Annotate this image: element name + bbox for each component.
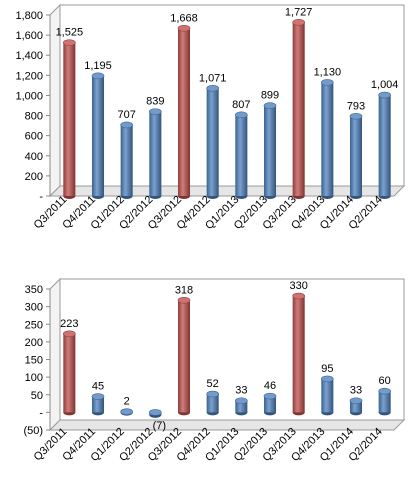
- rev-ytick-label-4: 800: [25, 111, 43, 123]
- rev-ytick-label-7: 1,400: [15, 50, 43, 62]
- profit-ytick-label-7: 300: [25, 302, 43, 314]
- rev-bar-8: [292, 19, 305, 199]
- rev-ytick-label-6: 1,200: [15, 70, 43, 82]
- rev-data-label-2: 707: [117, 109, 135, 121]
- profit-bar-8: [292, 292, 305, 416]
- profit-data-labels: 223 45 2 (7) 318 52 33 46 330 95 33 60: [60, 280, 391, 432]
- profit-data-label-5: 52: [207, 378, 219, 390]
- profit-bar-6: [235, 397, 248, 416]
- rev-data-labels: 1,525 1,195 707 839 1,668 1,071 807 899 1,727 1,1…: [56, 6, 399, 121]
- profit-bar-1: [91, 393, 105, 416]
- profit-ytick-label-6: 250: [25, 319, 43, 331]
- rev-data-label-9: 1,130: [314, 66, 342, 78]
- revenue-chart: - 200 400 600 800 1,000 1,200 1,400 1,600 1,800 1,…: [15, 3, 406, 232]
- profit-data-label-3: (7): [153, 420, 166, 432]
- rev-bar-9: [321, 79, 334, 199]
- rev-ytick-label-0: -: [39, 191, 43, 203]
- rev-data-label-11: 1,004: [371, 79, 399, 91]
- profit-ytick-label-4: 150: [25, 355, 43, 367]
- profit-data-label-0: 223: [60, 318, 78, 330]
- profit-y-axis: (50) - 50 100 150 200 250 300 350: [23, 284, 50, 437]
- revenue-chart-svg: - 200 400 600 800 1,000 1,200 1,400 1,600 1,800 1,…: [15, 3, 406, 232]
- rev-bars: [63, 19, 391, 199]
- rev-data-label-10: 793: [347, 100, 365, 112]
- profit-plot-walls: [48, 277, 406, 432]
- profit-ytick-label-3: 100: [25, 372, 43, 384]
- rev-ytick-label-9: 1,800: [15, 10, 43, 22]
- rev-bar-10: [349, 112, 363, 199]
- profit-data-label-8: 330: [289, 280, 307, 292]
- profit-ytick-label-8: 350: [25, 284, 43, 296]
- rev-data-label-4: 1,668: [170, 12, 198, 24]
- rev-bar-11: [378, 91, 391, 199]
- rev-bar-6: [235, 111, 248, 199]
- profit-data-label-1: 45: [92, 381, 104, 393]
- profit-data-label-11: 60: [379, 375, 391, 387]
- rev-bar-7: [263, 102, 277, 199]
- rev-x-axis: Q3/2011Q4/2011Q1/2012Q2/2012Q3/2012Q4/20…: [32, 194, 385, 232]
- profit-data-label-4: 318: [175, 284, 193, 296]
- rev-data-label-8: 1,727: [285, 6, 313, 18]
- rev-bar-3: [149, 108, 162, 199]
- profit-data-label-9: 95: [321, 363, 333, 375]
- profit-ytick-label-2: 50: [31, 390, 43, 402]
- profit-bar-0: [63, 330, 76, 416]
- rev-plot-walls: [48, 3, 406, 198]
- profit-data-label-6: 33: [235, 385, 247, 397]
- profit-bar-2: [120, 408, 133, 416]
- profit-x-axis: Q3/2011Q4/2011Q1/2012Q2/2012Q3/2012Q4/20…: [32, 426, 385, 464]
- rev-data-label-6: 807: [232, 99, 250, 111]
- profit-bar-3: [149, 409, 162, 418]
- profit-data-label-10: 33: [350, 385, 362, 397]
- rev-ytick-label-5: 1,000: [15, 90, 43, 102]
- rev-data-label-0: 1,525: [56, 27, 84, 39]
- rev-y-axis: - 200 400 600 800 1,000 1,200 1,400 1,600 1,800: [15, 10, 50, 203]
- profit-bar-7: [263, 392, 277, 416]
- profit-ytick-label-0: (50): [23, 425, 43, 437]
- rev-data-label-1: 1,195: [84, 60, 112, 72]
- rev-ytick-label-2: 400: [25, 151, 43, 163]
- rev-ytick-label-1: 200: [25, 171, 43, 183]
- rev-bar-1: [91, 72, 105, 199]
- profit-data-label-2: 2: [124, 396, 130, 408]
- profit-data-label-7: 46: [264, 380, 276, 392]
- profit-bar-5: [206, 390, 219, 416]
- rev-data-label-5: 1,071: [199, 72, 227, 84]
- rev-data-label-7: 899: [261, 90, 279, 102]
- profit-chart: (50) - 50 100 150 200 250 300 350 223 45 2 (7) 318 52 3…: [0, 262, 414, 477]
- profit-bar-11: [378, 387, 391, 416]
- rev-ytick-label-8: 1,600: [15, 30, 43, 42]
- rev-bar-4: [177, 24, 191, 199]
- rev-bar-2: [120, 121, 133, 199]
- profit-bar-9: [321, 375, 334, 416]
- rev-bar-0: [63, 39, 76, 199]
- profit-bar-10: [349, 397, 363, 416]
- profit-ytick-label-1: -: [39, 407, 43, 419]
- profit-bars: [63, 292, 391, 418]
- rev-ytick-label-3: 600: [25, 131, 43, 143]
- profit-chart-svg: (50) - 50 100 150 200 250 300 350 223 45 2 (7) 318 52 3…: [23, 277, 406, 464]
- rev-data-label-3: 839: [146, 96, 164, 108]
- rev-bar-5: [206, 85, 219, 199]
- profit-bar-4: [177, 296, 191, 416]
- profit-ytick-label-5: 200: [25, 337, 43, 349]
